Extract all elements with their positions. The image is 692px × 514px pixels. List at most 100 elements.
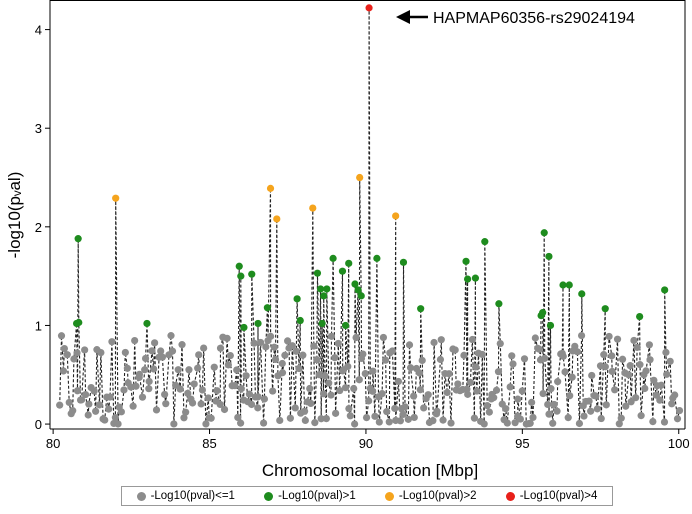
point-le1	[625, 371, 633, 379]
point-gt2	[392, 212, 400, 220]
point-le1	[613, 335, 622, 343]
point-le1	[608, 367, 616, 376]
point-gt2	[309, 204, 317, 212]
point-le1	[152, 406, 161, 414]
point-le1	[334, 339, 342, 348]
point-le1	[278, 359, 286, 368]
point-le1	[528, 398, 536, 406]
point-le1	[331, 354, 339, 362]
axes	[49, 0, 686, 430]
connecting-line	[59, 7, 681, 425]
point-le1	[656, 396, 664, 404]
point-le1	[101, 416, 109, 424]
legend-item-gt1: -Log10(pval)>1	[264, 490, 356, 502]
point-le1	[73, 349, 81, 357]
point-le1	[451, 346, 459, 354]
point-gt1	[320, 292, 328, 300]
point-le1	[531, 334, 539, 342]
point-le1	[622, 402, 630, 410]
point-gt1	[661, 286, 669, 294]
point-le1	[668, 400, 676, 408]
legend-item-gt4: -Log10(pval)>4	[505, 490, 597, 502]
x-tick-label: 95	[515, 436, 529, 451]
point-le1	[545, 410, 553, 418]
point-gt1	[559, 281, 567, 289]
point-le1	[383, 408, 391, 416]
point-le1	[394, 377, 403, 386]
y-tick-label: 2	[35, 220, 42, 235]
point-le1	[472, 363, 480, 371]
point-le1	[306, 384, 314, 393]
point-le1	[257, 338, 265, 347]
point-gt1	[351, 280, 359, 288]
point-le1	[299, 351, 307, 359]
point-le1	[84, 411, 92, 419]
point-le1	[131, 336, 139, 345]
point-le1	[286, 414, 294, 422]
point-le1	[404, 415, 412, 423]
point-le1	[351, 420, 359, 428]
point-le1	[350, 384, 358, 393]
point-le1	[420, 404, 428, 412]
point-gt1	[462, 257, 470, 265]
y-tick-label: 0	[35, 417, 42, 432]
point-le1	[424, 391, 432, 399]
point-le1	[652, 391, 660, 399]
point-le1	[657, 381, 665, 389]
point-le1	[399, 410, 407, 419]
point-le1	[188, 399, 197, 407]
point-le1	[473, 387, 481, 395]
point-gt1	[354, 286, 362, 294]
point-le1	[645, 341, 653, 349]
point-le1	[649, 417, 657, 426]
point-le1	[502, 405, 510, 413]
point-le1	[105, 405, 113, 413]
point-le1	[361, 369, 369, 378]
point-le1	[317, 415, 325, 423]
point-le1	[65, 398, 73, 407]
point-le1	[176, 385, 184, 393]
point-le1	[445, 370, 453, 378]
point-le1	[202, 420, 210, 428]
point-le1	[60, 344, 69, 353]
point-le1	[439, 416, 447, 424]
point-gt1	[248, 270, 256, 278]
point-le1	[541, 354, 549, 362]
point-le1	[321, 372, 329, 380]
point-le1	[642, 367, 650, 375]
legend-label: -Log10(pval)>1	[278, 490, 356, 502]
point-le1	[213, 387, 221, 395]
point-le1	[437, 336, 445, 344]
point-le1	[178, 341, 186, 349]
point-le1	[271, 355, 280, 364]
point-le1	[391, 404, 399, 413]
point-le1	[120, 386, 128, 394]
point-le1	[198, 386, 207, 394]
point-gt1	[636, 312, 644, 321]
point-le1	[242, 372, 250, 380]
stem-lines	[59, 7, 681, 425]
point-le1	[281, 351, 289, 359]
point-le1	[494, 368, 503, 376]
point-le1	[332, 409, 340, 417]
point-le1	[185, 366, 193, 374]
point-le1	[470, 414, 479, 422]
legend-item-le1: -Log10(pval)<=1	[136, 490, 235, 502]
point-le1	[516, 415, 524, 423]
point-le1	[406, 364, 415, 372]
point-le1	[675, 406, 684, 415]
point-le1	[325, 379, 333, 387]
point-le1	[247, 400, 256, 409]
point-le1	[313, 356, 321, 364]
point-le1	[443, 388, 451, 397]
point-gt1	[463, 275, 472, 283]
point-gt1	[254, 319, 262, 328]
point-le1	[270, 343, 278, 351]
point-le1	[59, 367, 68, 375]
point-le1	[81, 346, 89, 354]
point-le1	[509, 360, 517, 368]
point-le1	[288, 342, 296, 350]
point-le1	[97, 348, 105, 357]
point-gt2	[112, 194, 120, 202]
